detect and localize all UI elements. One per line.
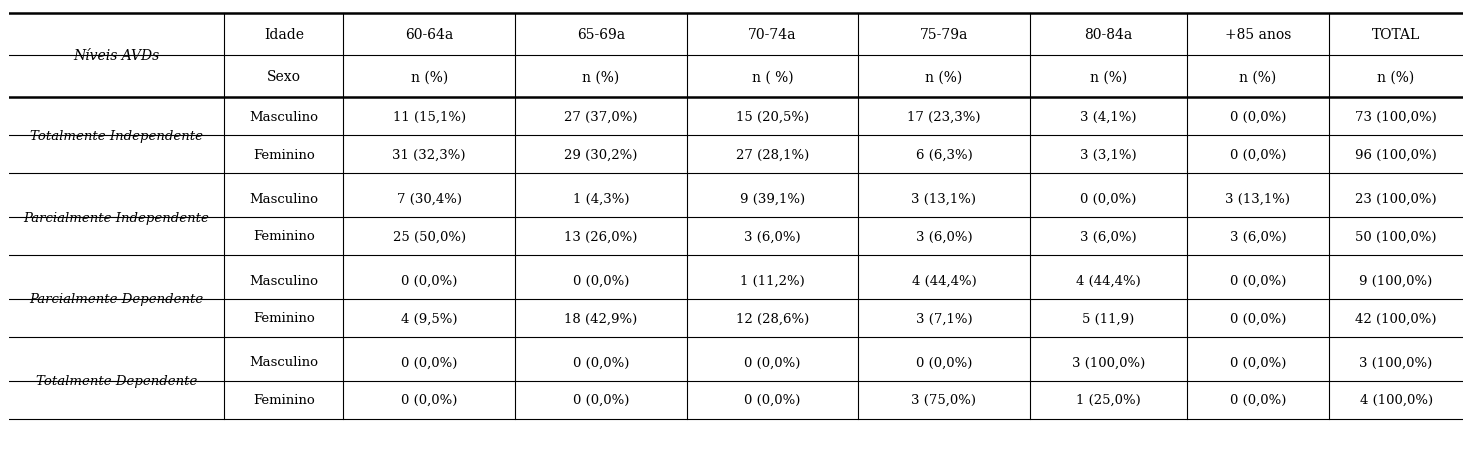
Text: 80-84a: 80-84a	[1084, 28, 1132, 42]
Text: 3 (7,1%): 3 (7,1%)	[916, 312, 973, 325]
Text: 3 (13,1%): 3 (13,1%)	[911, 192, 976, 205]
Text: 3 (6,0%): 3 (6,0%)	[916, 230, 973, 243]
Text: 50 (100,0%): 50 (100,0%)	[1355, 230, 1437, 243]
Text: 0 (0,0%): 0 (0,0%)	[745, 393, 800, 406]
Text: +85 anos: +85 anos	[1225, 28, 1292, 42]
Text: 31 (32,3%): 31 (32,3%)	[392, 148, 467, 161]
Text: 15 (20,5%): 15 (20,5%)	[736, 111, 809, 123]
Text: 0 (0,0%): 0 (0,0%)	[1080, 192, 1137, 205]
Text: n (%): n (%)	[582, 70, 619, 84]
Text: 0 (0,0%): 0 (0,0%)	[572, 356, 629, 369]
Text: 0 (0,0%): 0 (0,0%)	[401, 393, 458, 406]
Text: 0 (0,0%): 0 (0,0%)	[1230, 274, 1286, 287]
Text: 3 (6,0%): 3 (6,0%)	[1080, 230, 1137, 243]
Text: Feminino: Feminino	[253, 312, 315, 325]
Text: 4 (9,5%): 4 (9,5%)	[401, 312, 458, 325]
Text: 9 (100,0%): 9 (100,0%)	[1359, 274, 1432, 287]
Text: Parcialmente Independente: Parcialmente Independente	[23, 211, 209, 224]
Text: 60-64a: 60-64a	[405, 28, 454, 42]
Text: 70-74a: 70-74a	[748, 28, 797, 42]
Text: 3 (6,0%): 3 (6,0%)	[745, 230, 800, 243]
Text: 3 (100,0%): 3 (100,0%)	[1359, 356, 1432, 369]
Text: n (%): n (%)	[1090, 70, 1127, 84]
Text: 3 (3,1%): 3 (3,1%)	[1080, 148, 1137, 161]
Text: Idade: Idade	[263, 28, 304, 42]
Text: 4 (44,4%): 4 (44,4%)	[911, 274, 976, 287]
Text: 27 (37,0%): 27 (37,0%)	[565, 111, 638, 123]
Text: Masculino: Masculino	[249, 192, 319, 205]
Text: 0 (0,0%): 0 (0,0%)	[572, 274, 629, 287]
Text: 42 (100,0%): 42 (100,0%)	[1355, 312, 1437, 325]
Text: 17 (23,3%): 17 (23,3%)	[907, 111, 980, 123]
Text: 12 (28,6%): 12 (28,6%)	[736, 312, 809, 325]
Text: 13 (26,0%): 13 (26,0%)	[565, 230, 638, 243]
Text: n (%): n (%)	[1378, 70, 1415, 84]
Text: Masculino: Masculino	[249, 356, 319, 369]
Text: Totalmente Dependente: Totalmente Dependente	[37, 375, 198, 387]
Text: 0 (0,0%): 0 (0,0%)	[745, 356, 800, 369]
Text: 9 (39,1%): 9 (39,1%)	[740, 192, 805, 205]
Text: 3 (100,0%): 3 (100,0%)	[1071, 356, 1146, 369]
Text: 18 (42,9%): 18 (42,9%)	[565, 312, 638, 325]
Text: 0 (0,0%): 0 (0,0%)	[401, 274, 458, 287]
Text: Feminino: Feminino	[253, 148, 315, 161]
Text: Sexo: Sexo	[266, 70, 301, 84]
Text: 25 (50,0%): 25 (50,0%)	[392, 230, 465, 243]
Text: 0 (0,0%): 0 (0,0%)	[1230, 148, 1286, 161]
Text: 0 (0,0%): 0 (0,0%)	[916, 356, 971, 369]
Text: 1 (11,2%): 1 (11,2%)	[740, 274, 805, 287]
Text: 6 (6,3%): 6 (6,3%)	[916, 148, 973, 161]
Text: 96 (100,0%): 96 (100,0%)	[1355, 148, 1437, 161]
Text: 3 (4,1%): 3 (4,1%)	[1080, 111, 1137, 123]
Text: n (%): n (%)	[411, 70, 448, 84]
Text: Parcialmente Dependente: Parcialmente Dependente	[29, 293, 203, 306]
Text: Masculino: Masculino	[249, 274, 319, 287]
Text: Feminino: Feminino	[253, 230, 315, 243]
Text: n ( %): n ( %)	[752, 70, 793, 84]
Text: 0 (0,0%): 0 (0,0%)	[1230, 356, 1286, 369]
Text: 0 (0,0%): 0 (0,0%)	[1230, 111, 1286, 123]
Text: Feminino: Feminino	[253, 393, 315, 406]
Text: 1 (4,3%): 1 (4,3%)	[572, 192, 629, 205]
Text: 4 (44,4%): 4 (44,4%)	[1075, 274, 1141, 287]
Text: 65-69a: 65-69a	[576, 28, 625, 42]
Text: 1 (25,0%): 1 (25,0%)	[1075, 393, 1141, 406]
Text: 3 (13,1%): 3 (13,1%)	[1226, 192, 1290, 205]
Text: 7 (30,4%): 7 (30,4%)	[396, 192, 462, 205]
Text: 11 (15,1%): 11 (15,1%)	[392, 111, 465, 123]
Text: 75-79a: 75-79a	[920, 28, 969, 42]
Text: 0 (0,0%): 0 (0,0%)	[1230, 393, 1286, 406]
Text: n (%): n (%)	[925, 70, 963, 84]
Text: 0 (0,0%): 0 (0,0%)	[401, 356, 458, 369]
Text: 73 (100,0%): 73 (100,0%)	[1355, 111, 1437, 123]
Text: 29 (30,2%): 29 (30,2%)	[565, 148, 638, 161]
Text: 5 (11,9): 5 (11,9)	[1083, 312, 1134, 325]
Text: n (%): n (%)	[1239, 70, 1277, 84]
Text: 3 (6,0%): 3 (6,0%)	[1230, 230, 1286, 243]
Text: 27 (28,1%): 27 (28,1%)	[736, 148, 809, 161]
Text: Masculino: Masculino	[249, 111, 319, 123]
Text: Totalmente Independente: Totalmente Independente	[31, 129, 203, 142]
Text: Níveis AVDs: Níveis AVDs	[73, 49, 159, 63]
Text: 4 (100,0%): 4 (100,0%)	[1359, 393, 1432, 406]
Text: 3 (75,0%): 3 (75,0%)	[911, 393, 976, 406]
Text: 0 (0,0%): 0 (0,0%)	[572, 393, 629, 406]
Text: 0 (0,0%): 0 (0,0%)	[1230, 312, 1286, 325]
Text: TOTAL: TOTAL	[1372, 28, 1421, 42]
Text: 23 (100,0%): 23 (100,0%)	[1355, 192, 1437, 205]
